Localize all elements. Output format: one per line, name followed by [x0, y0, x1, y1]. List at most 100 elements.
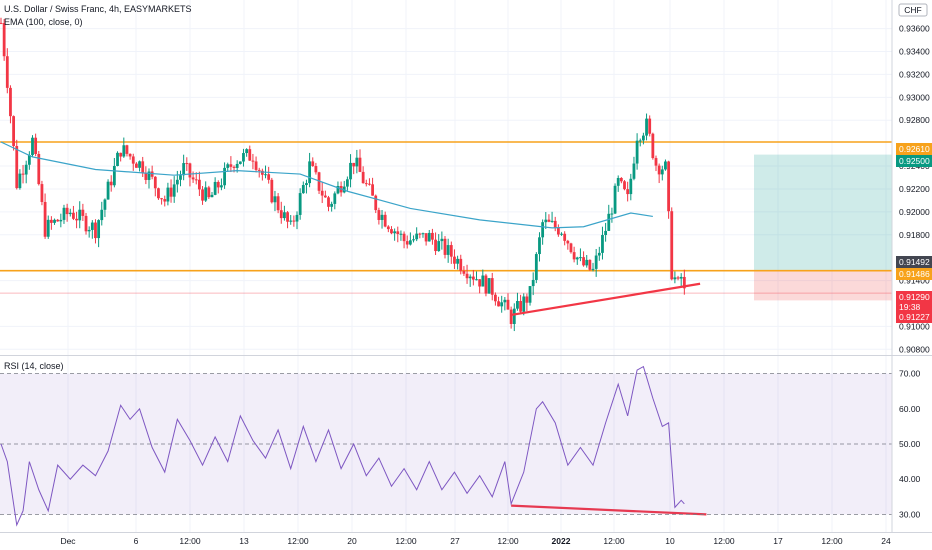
candle-body: [591, 268, 595, 270]
candle-body: [320, 190, 324, 196]
time-tick-label: 12:00: [287, 536, 309, 546]
candle-body: [446, 245, 450, 255]
candle-body: [245, 149, 249, 154]
price-tick-label: 0.93600: [899, 24, 930, 34]
candle-body: [116, 152, 119, 166]
candle-body: [157, 188, 160, 199]
candle-body: [75, 218, 78, 221]
candle-body: [232, 166, 236, 168]
candle-body: [141, 161, 145, 174]
candle-body: [24, 164, 28, 175]
candles: [0, 17, 686, 332]
ema-polyline: [0, 141, 653, 229]
candle-body: [295, 214, 299, 222]
candle-body: [427, 232, 431, 242]
candle-body: [421, 233, 425, 235]
price-tag-label: 19:38: [899, 302, 921, 312]
candle-body: [512, 308, 516, 324]
time-tick-label: 12:00: [821, 536, 843, 546]
candle-body: [301, 185, 305, 194]
candle-body: [497, 301, 500, 307]
candle-body: [645, 118, 648, 136]
price-tag: [896, 268, 932, 280]
candle-body: [87, 229, 91, 232]
candle-body: [242, 153, 245, 162]
candle-body: [72, 212, 75, 219]
candle-body: [9, 87, 12, 117]
currency-badge[interactable]: [898, 3, 928, 17]
candle-body: [635, 140, 639, 164]
candle-body: [519, 300, 522, 312]
time-tick-label: 13: [239, 536, 249, 546]
candle-body: [308, 161, 312, 184]
candle-body: [109, 181, 113, 186]
price-axis[interactable]: 0.936000.934000.932000.930000.928000.924…: [899, 24, 930, 355]
candle-body: [358, 157, 362, 172]
time-axis[interactable]: Dec 6 12:00 13 12:00 20 12:00 27 12:00 2022 12:00 1…: [60, 536, 891, 546]
candle-body: [556, 227, 560, 235]
candle-body: [393, 231, 397, 234]
candle-body: [62, 207, 66, 220]
candle-body: [251, 160, 255, 162]
price-tag: [896, 256, 932, 268]
candle-body: [144, 173, 148, 180]
candle-body: [128, 153, 132, 157]
candle-body: [0, 22, 3, 24]
candle-body: [525, 296, 529, 303]
price-tick-label: 0.92000: [899, 207, 930, 217]
candle-body: [292, 220, 296, 222]
candle-body: [667, 161, 670, 212]
candle-body: [484, 275, 488, 294]
rsi-tick-label: 70.00: [899, 369, 921, 379]
candle-body: [594, 255, 598, 269]
candle-body: [509, 309, 513, 324]
candle-body: [374, 195, 378, 211]
horizontal-levels[interactable]: [0, 141, 892, 272]
candle-body: [601, 235, 604, 253]
candle-body: [106, 181, 110, 200]
rsi-trendline[interactable]: [511, 504, 707, 516]
candle-body: [613, 185, 617, 214]
candle-body: [273, 196, 277, 203]
candle-body: [487, 278, 491, 294]
candle-body: [654, 158, 658, 166]
price-tag: [896, 311, 932, 323]
candle-body: [81, 209, 85, 216]
candle-body: [682, 276, 686, 289]
rsi-axis[interactable]: 70.00 60.00 50.00 40.00 30.00: [899, 369, 921, 520]
candle-body: [220, 185, 223, 188]
rsi-panel: [0, 365, 892, 527]
candle-body: [383, 214, 387, 227]
candle-body: [65, 207, 69, 215]
candle-body: [27, 155, 31, 165]
price-tick-label: 0.92200: [899, 184, 930, 194]
candle-body: [97, 220, 101, 239]
candle-body: [604, 230, 608, 236]
candle-body: [676, 277, 680, 279]
candle-body: [528, 286, 532, 303]
candle-body: [468, 276, 472, 279]
candle-body: [267, 174, 271, 180]
candle-body: [53, 219, 56, 223]
candle-body: [623, 181, 626, 190]
candle-body: [453, 256, 456, 264]
position-zones: [0, 154, 892, 301]
candle-body: [361, 171, 365, 184]
candle-body: [531, 279, 535, 287]
candle-body: [327, 197, 330, 207]
candle-body: [112, 165, 116, 186]
candle-body: [431, 232, 434, 240]
trendlines[interactable]: [510, 282, 707, 516]
price-trendline[interactable]: [510, 282, 701, 317]
candle-body: [131, 156, 135, 164]
candle-body: [226, 164, 230, 168]
candle-body: [522, 296, 526, 312]
ema-legend: EMA (100, close, 0): [4, 17, 83, 27]
candle-body: [553, 220, 557, 228]
candle-body: [582, 257, 585, 266]
candle-body: [100, 209, 104, 221]
candle-body: [657, 165, 661, 175]
candle-body: [182, 163, 186, 176]
candle-body: [434, 239, 437, 252]
